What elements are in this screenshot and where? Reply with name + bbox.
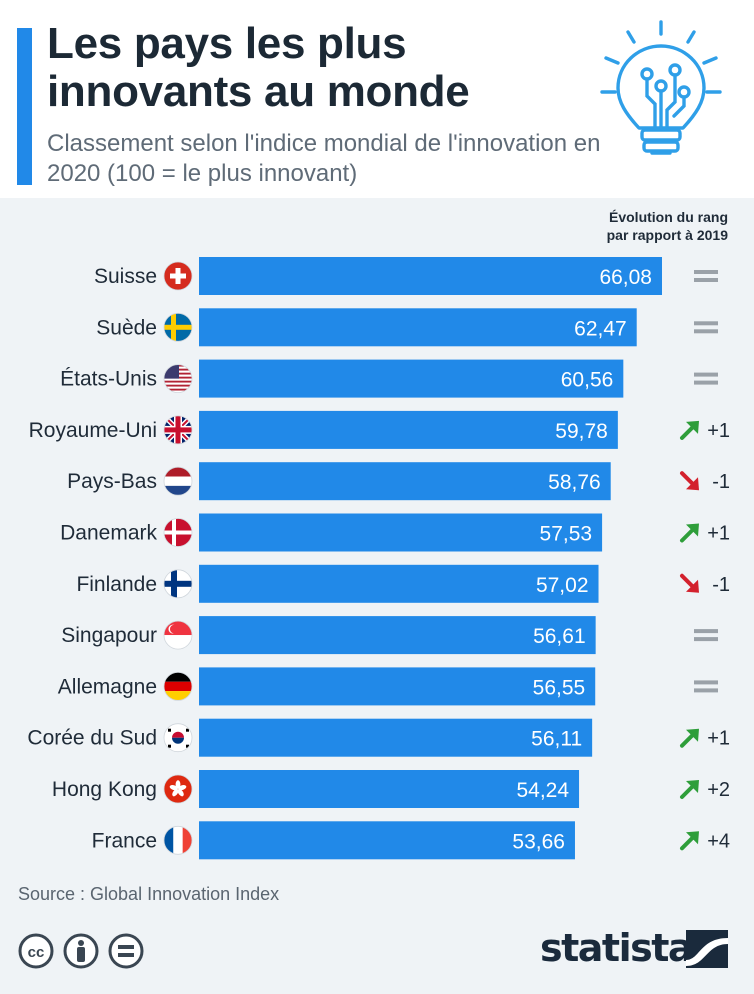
bar: [199, 462, 611, 501]
lightbulb-icon: [600, 20, 722, 155]
bar: [199, 513, 603, 552]
arrow-down-icon: [680, 471, 699, 491]
chart-subtitle: Classement selon l'indice mondial de l'i…: [47, 130, 601, 187]
statista-logo-icon: [686, 930, 728, 968]
value-label: 58,76: [548, 471, 601, 494]
arrow-up-icon: [680, 831, 699, 851]
flag-fi-icon: [163, 569, 193, 599]
flag-us-icon: [163, 364, 193, 394]
value-label: 57,02: [536, 574, 589, 597]
unchanged-icon: [694, 629, 718, 642]
category-label: Hong Kong: [52, 778, 157, 801]
category-label: Allemagne: [58, 675, 157, 698]
bar-row: Royaume-Uni 59,78 +1: [29, 410, 730, 449]
bar: [199, 410, 618, 449]
arrow-up-icon: [680, 728, 699, 748]
attribution-icon: [63, 933, 99, 969]
category-label: Royaume-Uni: [29, 419, 157, 442]
arrow-up-icon: [680, 780, 699, 799]
rank-header-line2: par rapport à 2019: [606, 227, 728, 243]
bar-row: États-Unis 60,56: [60, 359, 718, 398]
flag-dk-icon: [163, 518, 193, 547]
value-label: 56,55: [533, 676, 586, 699]
header: Les pays les plus innovants au monde Cla…: [0, 0, 754, 198]
value-label: 57,53: [540, 523, 593, 546]
bar-row: Pays-Bas 58,76 -1: [67, 462, 730, 501]
value-label: 56,61: [533, 625, 586, 648]
rank-change-label: +2: [707, 779, 730, 801]
value-label: 59,78: [555, 420, 608, 443]
source-note: Source : Global Innovation Index: [18, 884, 280, 904]
value-label: 54,24: [516, 779, 569, 802]
value-label: 60,56: [561, 369, 614, 392]
bar-row: Hong Kong 54,24 +2: [52, 770, 730, 808]
category-label: Suisse: [94, 265, 157, 288]
bar: [199, 257, 662, 295]
accent-bar: [17, 28, 32, 185]
bar-row: Allemagne 56,55: [58, 667, 718, 706]
flag-se-icon: [163, 312, 193, 342]
rank-change-label: +4: [707, 830, 730, 852]
bar-row: Danemark 57,53 +1: [60, 513, 730, 552]
bar-row: France 53,66 +4: [92, 821, 730, 860]
category-label: Suède: [96, 316, 157, 339]
license-icons: cc: [18, 933, 144, 969]
value-label: 62,47: [574, 317, 627, 340]
flag-gb-icon: [163, 415, 193, 445]
rank-change-label: +1: [707, 420, 730, 442]
arrow-up-icon: [680, 523, 699, 543]
category-label: Corée du Sud: [27, 727, 157, 750]
flag-nl-icon: [163, 466, 193, 496]
bar: [199, 308, 637, 347]
value-label: 66,08: [599, 266, 652, 289]
rank-change-header: Évolution du rang par rapport à 2019: [528, 208, 728, 244]
rank-change-label: -1: [712, 471, 730, 493]
bar: [199, 359, 624, 398]
svg-text:cc: cc: [28, 944, 45, 961]
bar: [199, 616, 596, 655]
bar-row: Finlande 57,02 -1: [76, 564, 730, 603]
value-label: 56,11: [531, 728, 582, 751]
unchanged-icon: [694, 270, 718, 282]
bar-row: Singapour 56,61: [61, 616, 718, 655]
flag-fr-icon: [163, 825, 193, 855]
flag-kr-icon: [163, 723, 193, 753]
brand-name: statista: [540, 926, 694, 970]
bar: [199, 718, 593, 757]
rank-change-label: +1: [707, 728, 730, 750]
no-derivatives-icon: [108, 933, 144, 969]
bar: [199, 821, 575, 860]
flag-ch-icon: [163, 261, 193, 291]
bar: [199, 564, 599, 603]
flag-sg-icon: [163, 620, 193, 650]
category-label: Pays-Bas: [67, 470, 157, 493]
arrow-down-icon: [680, 573, 699, 593]
unchanged-icon: [694, 680, 718, 693]
bar-row: Suisse 66,08: [94, 257, 718, 295]
bar: [199, 667, 596, 706]
category-label: Danemark: [60, 522, 157, 545]
creative-commons-icon: cc: [18, 933, 54, 969]
category-label: Singapour: [61, 624, 157, 647]
category-label: France: [92, 829, 157, 852]
category-label: Finlande: [76, 573, 157, 596]
bar-row: Suède 62,47: [96, 308, 718, 347]
flag-hk-icon: [163, 774, 193, 804]
value-label: 53,66: [512, 830, 565, 853]
bar: [199, 770, 580, 808]
flag-de-icon: [163, 672, 193, 701]
chart-title: Les pays les plus innovants au monde: [47, 19, 470, 116]
rank-change-label: +1: [707, 523, 730, 545]
arrow-up-icon: [680, 420, 699, 440]
unchanged-icon: [694, 321, 718, 334]
statista-brand: statista: [540, 924, 740, 974]
rank-header-line1: Évolution du rang: [609, 209, 728, 225]
unchanged-icon: [694, 372, 718, 385]
bar-row: Corée du Sud 56,11 +1: [27, 718, 730, 757]
category-label: États-Unis: [60, 368, 157, 391]
rank-change-label: -1: [712, 574, 730, 596]
